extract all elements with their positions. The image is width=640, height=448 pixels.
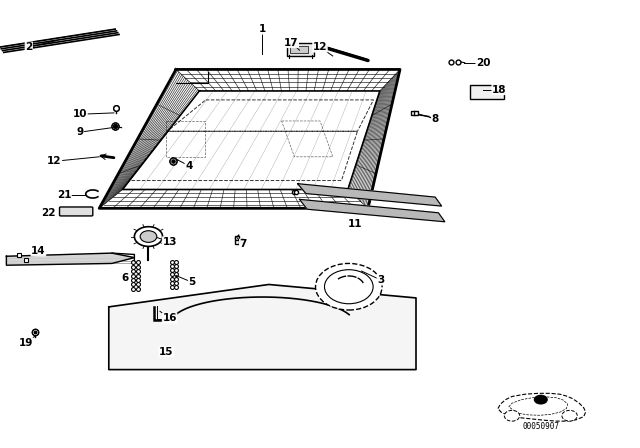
Bar	[290, 46, 308, 53]
Text: 12: 12	[47, 156, 61, 166]
Circle shape	[140, 231, 157, 242]
Text: 3: 3	[377, 275, 385, 285]
Circle shape	[534, 395, 548, 405]
Text: 2: 2	[25, 42, 33, 52]
Text: 7: 7	[239, 239, 247, 249]
Text: 9: 9	[76, 127, 84, 137]
Text: 5: 5	[188, 277, 196, 287]
Text: 00050907: 00050907	[522, 422, 559, 431]
Text: 22: 22	[41, 208, 55, 218]
Text: 12: 12	[313, 42, 327, 52]
FancyBboxPatch shape	[60, 207, 93, 216]
Text: 17: 17	[284, 38, 298, 47]
Text: 15: 15	[159, 347, 173, 357]
Text: 10: 10	[73, 109, 87, 119]
Polygon shape	[109, 284, 416, 370]
Circle shape	[562, 410, 577, 421]
Text: 6: 6	[121, 273, 129, 283]
Polygon shape	[300, 199, 445, 222]
Text: 16: 16	[163, 313, 177, 323]
Text: 13: 13	[163, 237, 177, 247]
Circle shape	[324, 270, 373, 304]
Circle shape	[316, 263, 382, 310]
Polygon shape	[498, 393, 586, 421]
Text: 4: 4	[185, 161, 193, 171]
Text: 18: 18	[492, 85, 506, 95]
Circle shape	[134, 227, 163, 246]
Polygon shape	[6, 253, 134, 265]
Text: 1: 1	[259, 24, 266, 34]
Bar	[470, 85, 504, 99]
Circle shape	[504, 410, 520, 421]
Text: 11: 11	[348, 219, 362, 229]
FancyBboxPatch shape	[287, 43, 314, 56]
Text: 21: 21	[57, 190, 71, 200]
Text: 19: 19	[19, 338, 33, 348]
Text: 14: 14	[31, 246, 45, 256]
Text: 8: 8	[431, 114, 439, 124]
Text: 20: 20	[476, 58, 490, 68]
Polygon shape	[298, 184, 442, 206]
